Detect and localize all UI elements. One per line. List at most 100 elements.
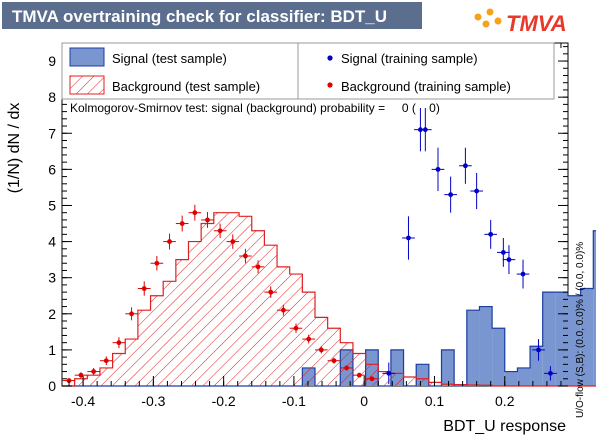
y-tick-label: 6: [48, 161, 56, 177]
background-training-marker: [217, 228, 223, 234]
signal-training-point: [497, 237, 510, 267]
chart-title: TMVA overtraining check for classifier: …: [12, 7, 387, 26]
signal-training-marker: [474, 188, 480, 194]
logo-text: TMVA: [506, 11, 567, 36]
x-tick-label: 0.1: [425, 393, 445, 409]
background-training-marker: [66, 378, 72, 383]
background-test-histogram-bar: [112, 353, 126, 386]
legend-label-background-training: Background (training sample): [341, 79, 511, 94]
ks-annotation: Kolmogorov-Smirnov test: signal (backgro…: [70, 101, 440, 115]
background-test-histogram-bar: [428, 382, 442, 386]
background-training-marker: [280, 307, 286, 313]
background-test-histogram-bar: [99, 367, 113, 386]
background-training-point: [340, 365, 353, 371]
background-training-marker: [116, 340, 122, 346]
background-training-marker: [306, 336, 312, 342]
background-training-point: [277, 304, 290, 316]
y-tick-label: 5: [48, 197, 56, 213]
background-training-point: [239, 248, 252, 264]
signal-training-point: [516, 259, 530, 289]
background-training-point: [327, 357, 341, 364]
background-test-histogram-bar: [137, 310, 151, 386]
background-test-histogram-outline: [62, 212, 596, 387]
background-training-point: [251, 260, 265, 274]
logo-dot-icon: [474, 13, 482, 21]
background-training-marker: [369, 376, 375, 382]
signal-training-point: [382, 362, 396, 385]
background-training-marker: [167, 239, 172, 244]
legend-marker-background-training: [327, 82, 333, 88]
signal-training-marker: [548, 370, 553, 376]
y-tick-label: 9: [48, 53, 56, 69]
signal-test-histogram-bar: [466, 310, 480, 386]
signal-test-histogram-bar: [593, 230, 596, 386]
x-tick-label: 0: [360, 393, 368, 409]
background-training-marker: [268, 289, 274, 295]
legend-swatch-signal-test: [69, 47, 105, 67]
background-training-point: [226, 234, 240, 249]
background-test-histogram-bar: [352, 353, 366, 386]
y-tick-label: 4: [48, 234, 56, 250]
signal-test-histogram-bar: [555, 292, 568, 386]
background-training-marker: [356, 372, 362, 378]
background-test-histogram-bar: [264, 245, 278, 386]
signal-training-point: [502, 245, 516, 275]
background-training-point: [99, 356, 113, 366]
signal-training-point: [402, 216, 415, 260]
background-training-point: [74, 372, 88, 379]
background-test-histogram-bar: [251, 230, 265, 386]
legend-label-signal-test: Signal (test sample): [112, 51, 227, 66]
logo-dot-icon: [494, 17, 502, 25]
background-training-marker: [293, 325, 299, 331]
signal-test-histogram-bar: [441, 349, 455, 386]
signal-training-marker: [520, 271, 526, 277]
signal-training-marker: [422, 127, 428, 133]
x-tick-label: -0.1: [282, 393, 306, 409]
background-training-marker: [318, 347, 324, 353]
tmva-logo: TMVA: [474, 8, 567, 36]
background-training-marker: [192, 210, 198, 216]
signal-test-histogram-bar: [530, 346, 543, 386]
background-training-point: [112, 337, 126, 349]
y-tick-label: 7: [48, 125, 56, 141]
background-training-point: [352, 372, 366, 378]
background-training-marker: [344, 365, 350, 371]
x-tick-label: 0.2: [495, 393, 515, 409]
signal-training-marker: [536, 347, 541, 353]
signal-training-point: [459, 147, 472, 184]
background-test-histogram-bar: [74, 378, 88, 386]
overflow-note: U/O-flow (S,B): (0.0, 0.0)% / (0.0, 0.0)…: [575, 242, 586, 418]
background-training-marker: [91, 369, 97, 374]
background-training-marker: [141, 286, 147, 291]
background-training-marker: [154, 260, 160, 266]
axes: 0 1 2 3 4 5 6 7 8 9 -0.4 -0.3 -0.2 -0.1 0 0.1 0.2: [48, 43, 568, 409]
signal-training-marker: [462, 163, 468, 169]
background-training-point: [365, 376, 379, 382]
background-test-histogram-bar: [175, 259, 189, 386]
signal-training-marker: [435, 166, 441, 172]
signal-training-point: [419, 107, 432, 152]
background-test-histogram-bar: [163, 281, 176, 386]
legend-label-signal-training: Signal (training sample): [341, 51, 478, 66]
legend-label-background-test: Background (test sample): [112, 79, 260, 94]
signal-training-marker: [448, 192, 454, 198]
signal-test-histogram-bar: [492, 328, 505, 386]
background-training-point: [87, 367, 100, 376]
legend-swatch-background-test: [69, 75, 105, 95]
signal-training-point: [431, 147, 445, 192]
legend-marker-signal-training: [327, 55, 333, 61]
background-test-histogram-bar: [201, 223, 214, 386]
title-bar: [2, 2, 422, 29]
y-tick-label: 3: [48, 270, 56, 286]
logo-dot-icon: [486, 8, 494, 16]
signal-test-histogram-bar: [542, 292, 556, 386]
data-points: [62, 107, 557, 385]
background-test-histogram-bar: [454, 384, 467, 386]
background-training-marker: [205, 217, 210, 223]
background-test-histogram-bar: [150, 295, 164, 386]
background-training-marker: [230, 239, 236, 244]
background-test-histogram-bar: [441, 384, 455, 386]
signal-training-point: [444, 176, 457, 213]
background-training-point: [264, 286, 278, 298]
